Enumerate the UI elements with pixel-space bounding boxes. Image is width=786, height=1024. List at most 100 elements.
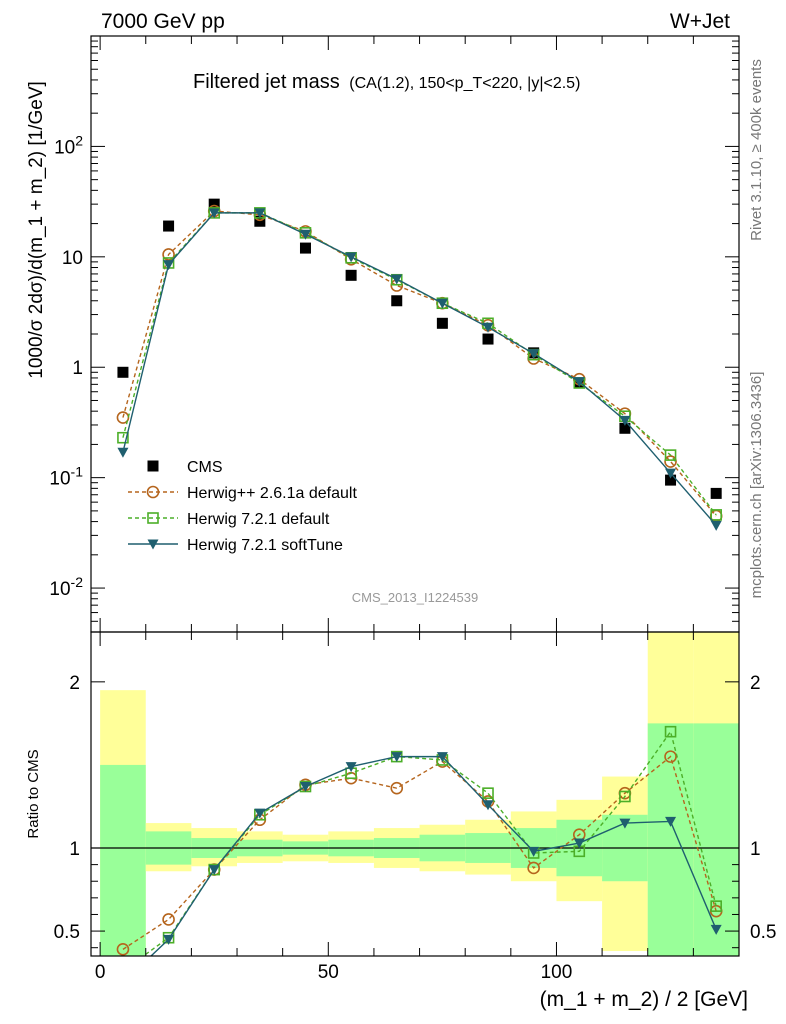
mc-point-ratio xyxy=(482,787,494,799)
mc-point-ratio xyxy=(710,924,722,935)
green-band-bin xyxy=(647,723,694,956)
chart-title-main: Filtered jet mass xyxy=(193,71,340,93)
cms-data-point xyxy=(299,242,311,254)
mc-point-ratio xyxy=(162,913,175,926)
legend-label: Herwig 7.2.1 default xyxy=(187,511,330,528)
series-line-ratio xyxy=(150,755,717,956)
mc-point-ratio xyxy=(665,816,677,827)
legend-marker xyxy=(147,539,159,550)
mc-point-main xyxy=(162,248,175,261)
y-axis-label: 1000/σ 2dσ)/d(m_1 + m_2) [1/GeV] xyxy=(26,81,47,379)
mc-point-main xyxy=(664,449,677,461)
mc-point-main xyxy=(391,274,403,285)
cms-data-point xyxy=(436,317,448,329)
series-line-main xyxy=(122,210,717,517)
analysis-watermark: CMS_2013_I1224539 xyxy=(352,590,479,605)
mc-point-main xyxy=(117,431,129,444)
uncertainty-bands xyxy=(100,632,739,956)
green-band-bin xyxy=(100,764,146,956)
cms-data-point xyxy=(345,269,357,281)
ratio-series-group xyxy=(116,725,723,956)
mc-point-ratio xyxy=(619,790,631,803)
mc-point-main xyxy=(116,411,130,424)
legend: CMS Herwig++ 2.6.1a default Herwig 7.2.1 d… xyxy=(128,459,357,554)
legend-marker xyxy=(147,460,159,472)
mc-point-main xyxy=(345,252,357,263)
mc-point-ratio xyxy=(619,818,631,829)
ratio-panel-series xyxy=(116,725,723,956)
cms-data-point xyxy=(619,422,631,434)
mc-point-main xyxy=(482,322,494,333)
ratio-panel-frame xyxy=(90,631,740,957)
x-tick-label: 100 xyxy=(541,962,573,983)
series-line-main xyxy=(122,212,717,526)
mc-point-ratio xyxy=(163,934,175,945)
mc-point-main xyxy=(117,447,129,458)
mc-point-ratio xyxy=(116,943,130,956)
legend-label: CMS xyxy=(187,459,223,476)
legend-marker xyxy=(147,512,159,524)
mc-point-main xyxy=(254,208,266,219)
mc-point-ratio xyxy=(208,865,220,876)
chart-title: Filtered jet mass (CA(1.2), 150<p_T<220,… xyxy=(193,71,580,93)
cms-data-point xyxy=(482,333,494,345)
legend-label: Herwig 7.2.1 softTune xyxy=(187,537,343,554)
mc-point-ratio xyxy=(299,782,311,793)
chart-subtitle: (CA(1.2), 150<p_T<220, |y|<2.5) xyxy=(349,75,580,92)
mc-point-main xyxy=(208,208,220,219)
rivet-label: Rivet 3.1.10, ≥ 400k events xyxy=(748,59,765,241)
y-tick-label: 10 xyxy=(62,248,83,269)
cms-data-point xyxy=(163,220,175,232)
mc-point-ratio xyxy=(664,725,677,738)
cms-data-point xyxy=(117,366,129,378)
mc-point-main xyxy=(436,298,448,309)
y-tick-label: 10-2 xyxy=(49,574,83,600)
ratio-tick-label-left: 2 xyxy=(69,673,80,694)
mc-point-main xyxy=(664,455,677,468)
mc-point-ratio xyxy=(710,900,722,912)
mc-point-main xyxy=(528,349,540,360)
main-panel-series xyxy=(116,198,723,531)
ratio-tick-label-left: 0.5 xyxy=(54,922,80,943)
x-tick-label: 0 xyxy=(95,962,106,983)
ratio-tick-label-right: 1 xyxy=(750,839,761,860)
mc-point-ratio xyxy=(254,808,266,819)
cms-data-point xyxy=(391,295,403,307)
x-tick-label: 50 xyxy=(318,962,339,983)
mc-point-main xyxy=(619,415,631,426)
legend-label: Herwig++ 2.6.1a default xyxy=(187,485,357,502)
mc-point-main xyxy=(665,468,677,479)
mc-point-ratio xyxy=(664,750,677,763)
mc-point-main xyxy=(710,520,722,531)
mc-point-ratio xyxy=(528,846,540,857)
ratio-tick-label-right: 0.5 xyxy=(750,922,776,943)
ratio-y-axis-label: Ratio to CMS xyxy=(25,749,42,838)
y-tick-label: 10-1 xyxy=(49,464,83,490)
mc-point-ratio xyxy=(527,861,540,875)
mc-point-ratio xyxy=(390,781,404,795)
mc-point-main xyxy=(163,260,175,271)
cms-data-point xyxy=(208,198,220,210)
mc-point-main xyxy=(710,509,722,521)
mc-point-ratio xyxy=(573,838,585,849)
y-tick-label: 1 xyxy=(72,358,83,379)
ratio-tick-label-right: 2 xyxy=(750,673,761,694)
cms-data-point xyxy=(254,215,266,227)
mc-point-main xyxy=(299,229,311,240)
mcplots-label: mcplots.cern.ch [arXiv:1306.3436] xyxy=(748,372,765,599)
mc-point-ratio xyxy=(345,762,357,773)
ratio-tick-label-left: 1 xyxy=(69,839,80,860)
mc-point-ratio xyxy=(391,752,403,763)
cms-data-point xyxy=(665,474,677,486)
x-axis-label: (m_1 + m_2) / 2 [GeV] xyxy=(540,988,748,1011)
legend-marker xyxy=(146,485,160,499)
energy-label: 7000 GeV pp xyxy=(101,10,225,33)
mc-point-ratio xyxy=(436,752,448,763)
process-label: W+Jet xyxy=(670,10,730,33)
mc-point-main xyxy=(573,377,585,388)
green-band-bin xyxy=(693,723,739,956)
y-tick-label: 102 xyxy=(54,132,83,158)
axes-ticks: 0 50 100 10-2 10-1 1 10 102 0.5 0.5 1 1 2 2 xyxy=(49,36,776,983)
mc-point-ratio xyxy=(482,800,494,811)
